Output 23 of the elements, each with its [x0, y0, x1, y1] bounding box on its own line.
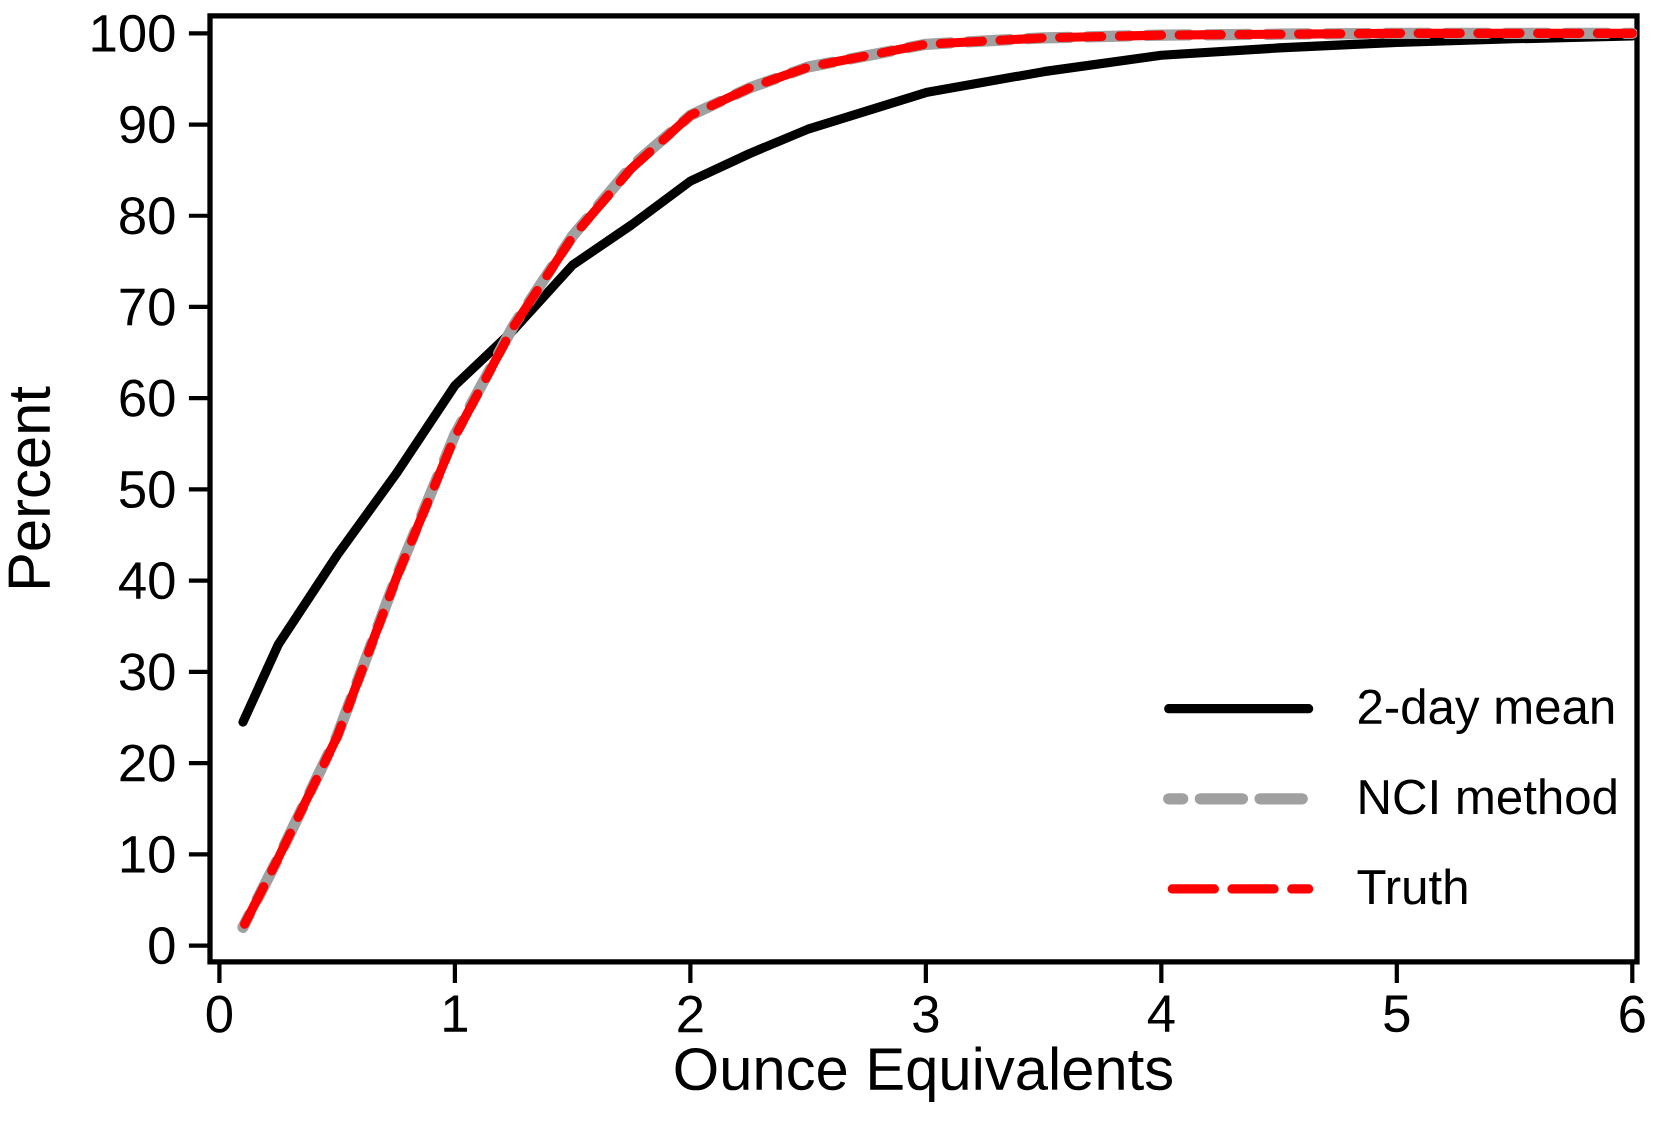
y-tick-label: 0 — [149, 926, 175, 965]
y-tick-label: 50 — [119, 470, 175, 509]
legend-label: 2-day mean — [1358, 688, 1614, 735]
x-tick-label: 5 — [1384, 995, 1410, 1033]
x-tick-label: 6 — [1620, 995, 1645, 1033]
x-tick-label: 4 — [1147, 995, 1175, 1032]
y-tick-label: 90 — [120, 105, 175, 144]
y-tick-label: 10 — [121, 835, 175, 873]
x-tick-label: 1 — [444, 995, 467, 1032]
y-tick-label: 100 — [92, 14, 175, 52]
x-tick-label: 0 — [206, 995, 232, 1033]
x-tick-label: 2 — [678, 995, 703, 1033]
x-axis-title: Ounce Equivalents — [675, 1046, 1172, 1103]
y-tick-label: 70 — [120, 288, 175, 326]
y-tick-label: 30 — [119, 653, 175, 691]
y-tick-label: 80 — [120, 197, 175, 235]
legend-label: NCI method — [1360, 778, 1616, 815]
y-axis-title: Percent — [8, 386, 51, 588]
y-tick-label: 40 — [119, 561, 175, 600]
legend-label: Truth — [1357, 868, 1467, 905]
y-tick-label: 20 — [120, 744, 175, 782]
y-tick-label: 60 — [120, 379, 175, 417]
x-tick-label: 3 — [913, 995, 939, 1033]
